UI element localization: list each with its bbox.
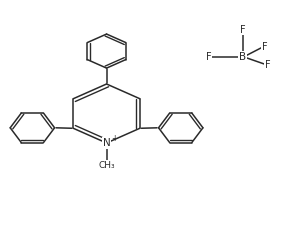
- Text: N: N: [103, 138, 110, 148]
- Text: B: B: [239, 52, 246, 62]
- Text: F: F: [206, 52, 212, 62]
- Text: F: F: [265, 60, 271, 70]
- Text: +: +: [112, 134, 118, 143]
- Text: F: F: [240, 25, 246, 35]
- Text: F: F: [262, 42, 268, 52]
- Text: CH₃: CH₃: [98, 160, 115, 170]
